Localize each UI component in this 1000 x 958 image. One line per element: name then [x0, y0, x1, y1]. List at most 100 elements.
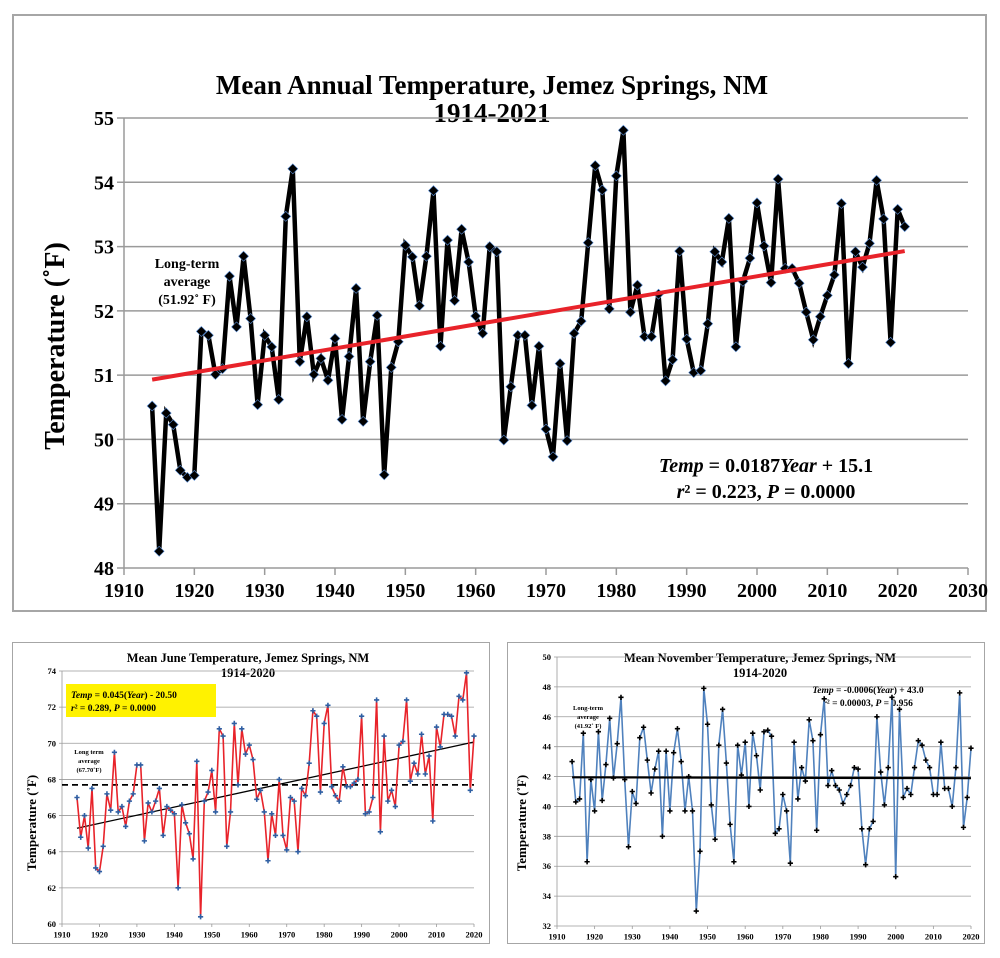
data-point — [273, 394, 285, 405]
y-tick-labels: 60 62 64 66 68 70 72 74 — [48, 666, 57, 929]
data-point — [637, 735, 643, 741]
data-point — [624, 306, 636, 318]
data-point — [329, 784, 335, 790]
data-point — [242, 751, 249, 757]
data-point — [138, 762, 144, 768]
x-tick-labels: 1910 1920 1930 1940 1950 1960 1970 1980 1990 2000… — [104, 580, 988, 602]
data-point — [329, 333, 341, 344]
data-point — [449, 295, 460, 306]
data-point — [435, 340, 446, 352]
y-tick-label: 54 — [94, 172, 114, 194]
data-point — [202, 329, 214, 341]
x-tick-label: 1930 — [624, 932, 641, 942]
x-tick-label: 1940 — [661, 932, 678, 942]
data-point — [381, 733, 387, 739]
data-point — [758, 240, 770, 252]
data-point — [385, 798, 391, 804]
data-point — [857, 261, 868, 273]
data-point — [742, 739, 748, 745]
data-point — [874, 714, 880, 720]
data-point — [678, 759, 684, 765]
data-point — [257, 787, 264, 793]
data-point — [727, 821, 733, 827]
data-point — [145, 800, 151, 806]
data-point — [141, 838, 147, 844]
eq-var-temp: Temp — [71, 691, 93, 701]
data-point — [433, 724, 440, 730]
x-tick-label: 1950 — [203, 930, 220, 940]
data-point — [322, 374, 334, 386]
data-point — [629, 788, 635, 795]
data-point — [250, 756, 256, 763]
x-tick-label: 1980 — [812, 932, 829, 942]
data-point — [336, 414, 348, 425]
data-point — [280, 832, 286, 839]
eq-intercept: ) - 20.50 — [144, 690, 177, 701]
data-point — [671, 750, 677, 756]
trend-line — [572, 776, 972, 780]
x-tick-label: 1990 — [667, 580, 707, 602]
data-point — [519, 329, 531, 341]
stat-r2-value: ² = 0.00003, — [827, 699, 876, 709]
y-tick-label: 32 — [543, 921, 552, 931]
data-point — [411, 760, 417, 766]
data-point — [245, 313, 257, 324]
long-term-average-annotation: Long-term average (51.92˚ F) — [155, 257, 220, 308]
data-point — [149, 809, 155, 815]
regression-equation: Temp = 0.045(Year) - 20.50 — [71, 690, 177, 701]
data-point — [252, 399, 264, 411]
data-point — [772, 173, 784, 185]
data-point — [659, 833, 665, 839]
data-point — [915, 738, 921, 744]
data-point — [374, 697, 380, 703]
avg-label-line2: average — [164, 275, 211, 290]
data-point — [716, 256, 728, 268]
data-point — [957, 690, 963, 696]
data-point — [765, 727, 771, 733]
data-point — [780, 791, 786, 798]
x-tick-label: 2010 — [925, 932, 942, 942]
x-tick-label: 2010 — [428, 930, 445, 940]
data-point — [656, 748, 662, 754]
data-point — [463, 670, 470, 676]
x-tick-labels: 1910 1920 1930 1940 1950 1960 1970 1980 1990 2000… — [549, 932, 980, 942]
data-point — [310, 708, 316, 714]
y-tick-label: 64 — [48, 847, 57, 857]
data-point — [945, 785, 952, 792]
data-point — [807, 334, 819, 346]
data-point — [580, 730, 586, 736]
data-point — [421, 250, 432, 262]
data-point — [359, 713, 365, 719]
stat-p: P — [875, 699, 881, 709]
data-point — [357, 416, 369, 427]
data-point — [787, 860, 793, 866]
data-point — [442, 234, 453, 246]
data-point — [389, 787, 395, 793]
data-point — [160, 407, 172, 419]
data-point — [280, 210, 292, 222]
data-point — [396, 742, 402, 748]
data-point — [835, 198, 847, 209]
x-tick-label: 2010 — [807, 580, 847, 602]
data-point — [505, 381, 517, 393]
avg-label-line2: average — [78, 758, 100, 765]
data-point — [302, 793, 309, 799]
data-point — [498, 434, 510, 446]
long-term-average-annotation: Long term average (67.70˚F) — [74, 749, 104, 774]
data-point — [295, 849, 301, 855]
data-point — [569, 759, 575, 765]
data-point — [254, 796, 260, 802]
data-point — [407, 778, 413, 784]
data-point — [960, 824, 967, 830]
data-point — [592, 808, 598, 814]
data-point — [350, 282, 362, 294]
y-axis-label: Temperature (˚F) — [24, 775, 39, 871]
data-point — [660, 375, 671, 387]
data-point — [625, 844, 632, 850]
data-point — [93, 865, 99, 871]
data-point — [934, 791, 940, 798]
data-point — [814, 827, 820, 833]
data-point — [776, 826, 782, 832]
x-tick-label: 1920 — [586, 932, 603, 942]
data-point — [197, 914, 204, 920]
